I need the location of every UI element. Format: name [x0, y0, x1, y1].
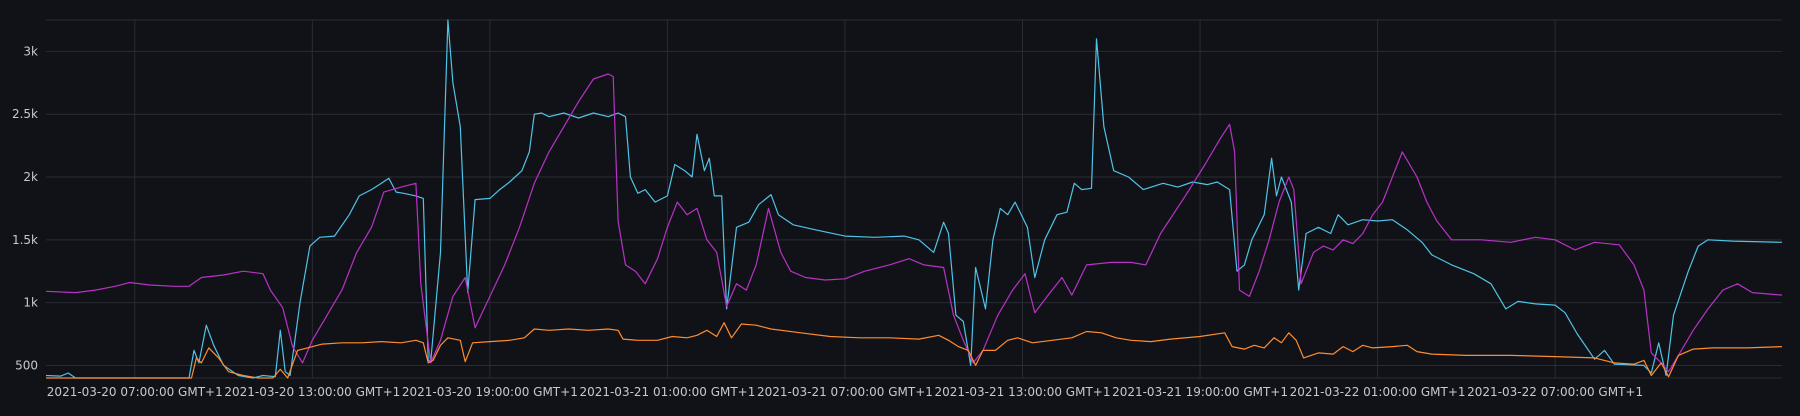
x-tick-label: 2021-03-20 13:00:00 GMT+1: [224, 385, 400, 399]
y-tick-label: 1k: [23, 296, 38, 310]
x-tick-label: 2021-03-21 01:00:00 GMT+1: [579, 385, 755, 399]
x-tick-label: 2021-03-21 07:00:00 GMT+1: [757, 385, 933, 399]
y-tick-label: 2k: [23, 170, 38, 184]
x-tick-label: 2021-03-22 01:00:00 GMT+1: [1290, 385, 1466, 399]
x-axis: 2021-03-20 07:00:00 GMT+1 2021-03-20 13:0…: [47, 385, 1643, 399]
x-tick-label: 2021-03-21 19:00:00 GMT+1: [1112, 385, 1288, 399]
series-group: [46, 20, 1782, 378]
grid-lines: [46, 20, 1782, 378]
x-tick-label: 2021-03-20 19:00:00 GMT+1: [402, 385, 578, 399]
y-tick-label: 1.5k: [12, 233, 38, 247]
x-tick-label: 2021-03-21 13:00:00 GMT+1: [935, 385, 1111, 399]
series-line-1: [46, 20, 1782, 378]
series-line-2: [46, 74, 1782, 372]
y-tick-label: 500: [15, 358, 38, 372]
y-tick-label: 3k: [23, 44, 38, 58]
y-tick-label: 2.5k: [12, 107, 38, 121]
series-line-3: [46, 323, 1782, 378]
y-axis: 500 1k 1.5k 2k 2.5k 3k: [12, 44, 38, 372]
x-tick-label: 2021-03-22 07:00:00 GMT+1: [1467, 385, 1643, 399]
x-tick-label: 2021-03-20 07:00:00 GMT+1: [47, 385, 223, 399]
